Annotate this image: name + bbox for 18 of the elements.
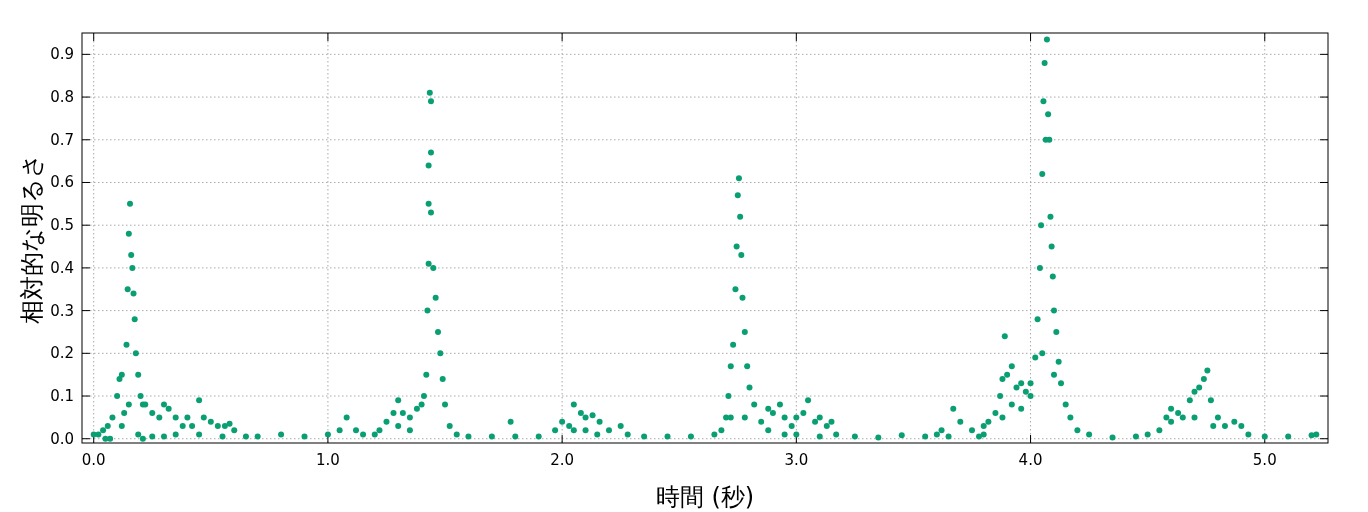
- y-tick-label: 0.9: [50, 45, 74, 64]
- y-tick-label: 0.2: [50, 344, 74, 363]
- y-axis-title: 相対的な明るさ: [18, 152, 46, 324]
- x-tick-label: 4.0: [1018, 451, 1043, 469]
- y-tick-label: 0.8: [50, 88, 74, 107]
- y-tick-label: 0.3: [50, 301, 74, 320]
- y-tick-label: 0.1: [50, 387, 74, 406]
- x-tick-label: 5.0: [1252, 451, 1277, 469]
- y-tick-label: 0.5: [50, 216, 74, 235]
- y-tick-label: 0.0: [50, 429, 74, 448]
- y-tick-label: 0.7: [50, 130, 74, 149]
- x-tick-label: 2.0: [550, 451, 575, 469]
- x-tick-label: 3.0: [784, 451, 809, 469]
- x-axis-title: 時間 (秒): [655, 483, 755, 511]
- x-tick-label: 1.0: [315, 451, 340, 469]
- y-tick-label: 0.6: [50, 173, 74, 192]
- y-tick-label: 0.4: [50, 258, 74, 277]
- x-tick-label: 0.0: [81, 451, 106, 469]
